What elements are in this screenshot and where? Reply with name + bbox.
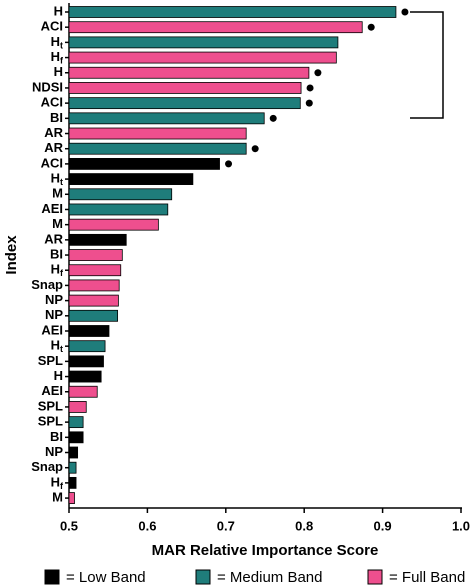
bar <box>68 82 302 94</box>
legend-label: = Full Band <box>389 569 465 586</box>
x-tick-label: 1.0 <box>452 518 470 533</box>
bar <box>68 294 119 307</box>
bar <box>68 97 301 110</box>
bar <box>68 36 339 49</box>
marker-dot <box>251 145 259 153</box>
bar <box>68 66 310 79</box>
bar <box>68 249 123 261</box>
y-axis-label: Index <box>3 235 20 275</box>
bar <box>68 385 98 398</box>
bar <box>68 233 127 246</box>
bar <box>68 173 194 185</box>
bar <box>68 279 120 292</box>
y-tick-label: AR <box>44 140 63 155</box>
x-tick-label: 0.6 <box>138 518 156 533</box>
bar <box>68 461 77 474</box>
y-tick-label: ACI <box>41 19 63 34</box>
bar <box>68 157 220 170</box>
y-tick-label: BI <box>50 110 63 125</box>
y-tick-label: AEI <box>41 322 63 337</box>
y-tick-label: ACI <box>41 155 63 170</box>
y-tick-label: H <box>54 3 63 18</box>
marker-dot <box>367 23 375 31</box>
bar <box>68 340 106 353</box>
bar <box>68 355 104 368</box>
marker-dot <box>306 84 314 92</box>
bar <box>68 401 87 413</box>
bar <box>68 112 265 125</box>
y-tick-label: Ht <box>51 34 63 51</box>
marker-dot <box>314 69 322 77</box>
y-tick-label: M <box>52 490 63 505</box>
bar <box>68 264 122 277</box>
marker-dot <box>401 8 409 16</box>
y-tick-label: Snap <box>31 277 63 292</box>
y-tick-label: M <box>52 186 63 201</box>
y-tick-label: BI <box>50 246 63 261</box>
y-tick-label: SPL <box>38 398 63 413</box>
x-tick-label: 0.8 <box>295 518 313 533</box>
y-tick-label: Ht <box>51 171 63 188</box>
y-tick-label: ACI <box>41 95 63 110</box>
y-tick-label: AEI <box>41 383 63 398</box>
y-tick-label: AR <box>44 125 63 140</box>
y-tick-label: SPL <box>38 414 63 429</box>
y-tick-label: Ht <box>51 338 63 355</box>
y-tick-label: BI <box>50 429 63 444</box>
legend-swatch <box>44 569 60 585</box>
bar <box>68 142 247 155</box>
bar <box>68 431 84 444</box>
x-tick-label: 0.5 <box>60 518 78 533</box>
y-tick-label: NDSI <box>32 79 63 94</box>
y-tick-label: M <box>52 216 63 231</box>
x-tick-label: 0.9 <box>374 518 392 533</box>
y-tick-label: NP <box>45 307 63 322</box>
legend-swatch <box>195 569 211 585</box>
y-tick-label: H <box>54 368 63 383</box>
bar <box>68 416 84 429</box>
y-tick-label: AEI <box>41 201 63 216</box>
marker-dot <box>225 160 233 168</box>
legend-swatch <box>367 569 383 585</box>
y-tick-label: NP <box>45 292 63 307</box>
bar <box>68 446 79 459</box>
marker-dot <box>305 99 313 107</box>
y-tick-label: SPL <box>38 353 63 368</box>
x-axis-label: MAR Relative Importance Score <box>152 542 379 559</box>
bar <box>68 203 169 216</box>
bar <box>68 51 337 64</box>
bar <box>68 188 173 201</box>
bar <box>68 127 247 140</box>
y-tick-label: H <box>54 64 63 79</box>
bar <box>68 309 119 322</box>
y-tick-label: NP <box>45 444 63 459</box>
bar <box>68 21 363 34</box>
bar <box>68 218 159 231</box>
y-tick-label: AR <box>44 231 63 246</box>
bar <box>68 325 110 337</box>
x-tick-label: 0.7 <box>217 518 235 533</box>
bar <box>68 370 102 383</box>
bar <box>68 6 397 18</box>
bar <box>68 476 77 489</box>
bar <box>68 492 75 504</box>
marker-dot <box>269 114 277 122</box>
legend-label: = Medium Band <box>217 569 322 586</box>
legend-label: = Low Band <box>66 569 146 586</box>
y-tick-label: Snap <box>31 459 63 474</box>
bracket <box>410 11 444 119</box>
